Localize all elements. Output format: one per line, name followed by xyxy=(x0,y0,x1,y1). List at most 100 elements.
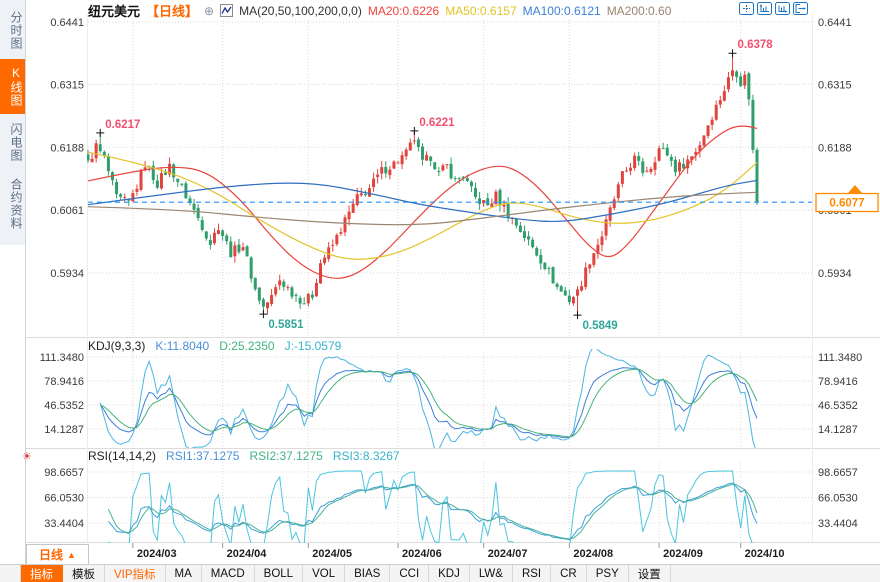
tab-settings[interactable]: 设置 xyxy=(629,565,671,582)
svg-text:0.5934: 0.5934 xyxy=(50,268,84,280)
ma-line-MA100 xyxy=(87,179,758,223)
svg-text:111.3480: 111.3480 xyxy=(818,352,862,364)
grid-layer xyxy=(26,14,880,548)
tab-indicators[interactable]: 指标 xyxy=(20,565,63,582)
kdj-title: KDJ(9,3,3) xyxy=(88,339,146,353)
svg-text:0.6441: 0.6441 xyxy=(50,17,84,29)
tab-bias[interactable]: BIAS xyxy=(345,565,391,582)
sidebar-item-flash-chart[interactable]: 闪电图 xyxy=(9,123,23,162)
ma-params-label: MA(20,50,100,200,0,0) xyxy=(239,3,362,18)
kdj-k-value: K:11.8040 xyxy=(155,339,210,353)
kdj-d-value: D:25.2350 xyxy=(219,339,275,353)
svg-text:0.5934: 0.5934 xyxy=(818,268,852,280)
indicator-toolbar: 指标 模板 VIP指标 MA MACD BOLL VOL BIAS CCI KD… xyxy=(0,564,880,582)
svg-text:2024/08: 2024/08 xyxy=(573,548,613,560)
svg-text:0.6315: 0.6315 xyxy=(818,79,852,91)
ma-line-MA20 xyxy=(87,125,758,279)
svg-text:66.0530: 66.0530 xyxy=(44,493,84,505)
sidebar-item-contract-info[interactable]: 合约资料 xyxy=(9,178,23,230)
ma100-value: MA100:0.6121 xyxy=(522,3,601,18)
svg-text:46.5352: 46.5352 xyxy=(44,400,84,412)
svg-text:2024/05: 2024/05 xyxy=(312,548,352,560)
chart-header: 纽元美元 【日线】 ⊕ MA(20,50,100,200,0,0) MA20:0… xyxy=(88,1,671,20)
tab-templates[interactable]: 模板 xyxy=(63,565,105,582)
svg-text:78.9416: 78.9416 xyxy=(44,376,84,388)
tab-rsi[interactable]: RSI xyxy=(513,565,552,582)
crosshair-tool-icon[interactable] xyxy=(739,2,754,15)
svg-text:66.0530: 66.0530 xyxy=(818,493,858,505)
kdj-j-value: J:-15.0579 xyxy=(284,339,342,353)
svg-text:0.6061: 0.6061 xyxy=(50,205,84,217)
sidebar-tab-group: 分时图 K线图 闪电图 合约资料 xyxy=(0,0,25,245)
svg-text:0.6378: 0.6378 xyxy=(738,39,774,51)
period-selector[interactable]: 日线 ▲ xyxy=(26,544,89,565)
pan-right-icon[interactable] xyxy=(793,2,808,15)
rsi-title: RSI(14,14,2) xyxy=(88,449,157,463)
tab-ma[interactable]: MA xyxy=(166,565,202,582)
svg-text:98.6657: 98.6657 xyxy=(818,467,858,479)
rsi-lines-layer xyxy=(107,470,758,543)
tab-macd[interactable]: MACD xyxy=(202,565,255,582)
axis-labels-layer: 0.6441 0.6441 0.6315 0.6315 0.6188 0.6188 0.60… xyxy=(40,17,863,560)
svg-text:0.6315: 0.6315 xyxy=(50,79,84,91)
symbol-name: 纽元美元 xyxy=(88,4,141,19)
tab-lwr[interactable]: LW& xyxy=(470,565,513,582)
svg-text:78.9416: 78.9416 xyxy=(818,376,858,388)
scale-y-axis-icon[interactable] xyxy=(757,2,772,15)
period-selector-label: 日线 xyxy=(39,548,64,562)
ma20-value: MA20:0.6226 xyxy=(367,3,440,18)
scale-x-axis-icon[interactable] xyxy=(775,2,790,15)
tab-cr[interactable]: CR xyxy=(551,565,587,582)
tab-cci[interactable]: CCI xyxy=(390,565,430,582)
svg-text:0.6217: 0.6217 xyxy=(105,119,140,131)
svg-text:0.6221: 0.6221 xyxy=(419,117,455,129)
sidebar-item-kline-chart[interactable]: K线图 xyxy=(0,59,25,114)
tab-boll[interactable]: BOLL xyxy=(255,565,304,582)
svg-text:2024/04: 2024/04 xyxy=(227,548,268,560)
rsi2-value: RSI2:37.1275 xyxy=(249,449,323,463)
chevron-up-icon: ▲ xyxy=(67,549,76,560)
svg-text:14.1287: 14.1287 xyxy=(818,424,858,436)
svg-text:111.3480: 111.3480 xyxy=(40,352,84,364)
rsi3-value: RSI3:8.3267 xyxy=(332,449,400,463)
svg-text:14.1287: 14.1287 xyxy=(44,424,84,436)
svg-text:0.5851: 0.5851 xyxy=(268,319,304,331)
chart-type-icon xyxy=(220,4,234,17)
ma-lines-layer xyxy=(87,125,758,279)
ma50-value: MA50:0.6157 xyxy=(445,3,517,18)
period-tag: 【日线】 xyxy=(146,4,199,19)
add-to-watchlist-icon[interactable]: ⊕ xyxy=(204,3,215,18)
current-price-box: 0.6077 xyxy=(815,185,879,213)
rsi1-value: RSI1:37.1275 xyxy=(166,449,240,463)
ma-line-MA200 xyxy=(87,191,758,226)
tab-psy[interactable]: PSY xyxy=(587,565,629,582)
svg-text:2024/03: 2024/03 xyxy=(137,548,177,560)
kdj-pane-header: KDJ(9,3,3) K:11.8040 D:25.2350 J:-15.057… xyxy=(88,339,341,353)
arrow-up-icon[interactable] xyxy=(848,185,862,193)
chart-toolbar-icons xyxy=(739,2,808,15)
svg-text:98.6657: 98.6657 xyxy=(44,467,84,479)
svg-text:0.5849: 0.5849 xyxy=(583,320,618,332)
svg-text:46.5352: 46.5352 xyxy=(818,400,858,412)
kdj-lines-layer xyxy=(99,349,758,448)
hot-indicator-icon: ☀ xyxy=(22,451,32,463)
svg-text:2024/09: 2024/09 xyxy=(663,548,703,560)
svg-text:33.4404: 33.4404 xyxy=(818,518,858,530)
left-sidebar: 分时图 K线图 闪电图 合约资料 xyxy=(0,0,26,582)
svg-text:0.6077: 0.6077 xyxy=(829,198,864,210)
svg-text:2024/10: 2024/10 xyxy=(745,548,785,560)
tab-kdj[interactable]: KDJ xyxy=(429,565,470,582)
annotations-layer: 0.6077 0.6217 0.6221 0.6378 0.5851 0.5849 xyxy=(88,39,879,332)
ma200-value: MA200:0.60 xyxy=(606,3,672,18)
candlestick-layer xyxy=(87,53,759,316)
tab-vol[interactable]: VOL xyxy=(303,565,346,582)
svg-text:0.6188: 0.6188 xyxy=(50,142,84,154)
ma-line-MA50 xyxy=(87,151,758,260)
tab-vip-indicators[interactable]: VIP指标 xyxy=(105,565,166,582)
svg-text:0.6188: 0.6188 xyxy=(818,142,852,154)
rsi-pane-header: RSI(14,14,2) RSI1:37.1275 RSI2:37.1275 R… xyxy=(88,449,400,463)
sidebar-item-timeline-chart[interactable]: 分时图 xyxy=(9,11,23,50)
svg-text:2024/06: 2024/06 xyxy=(402,548,442,560)
